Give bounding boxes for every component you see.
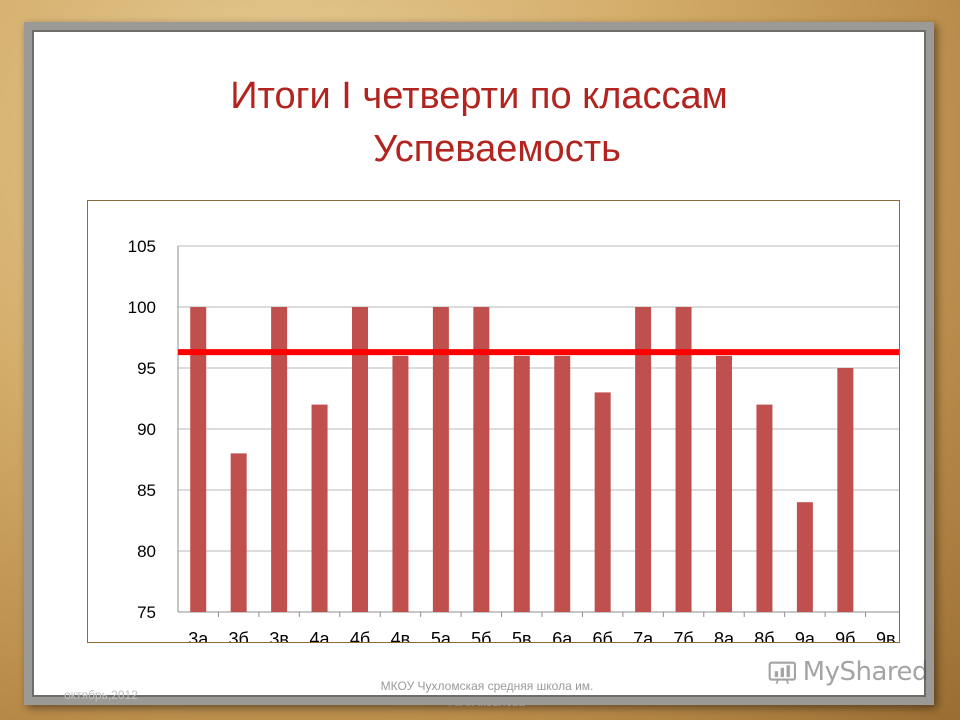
y-tick-label: 90 (137, 420, 156, 439)
bar (190, 307, 207, 612)
chart-area: 75 80 85 90 95 100 105 3а 3б 3в 4а 4б 4в 5а 5б 5в 6а 6б 7а… (87, 200, 900, 643)
watermark: MyShared (768, 654, 929, 690)
x-tick-label: 4а (310, 629, 331, 642)
share-logo-icon (768, 661, 797, 685)
bar (311, 404, 328, 612)
x-tick-label: 3а (188, 629, 209, 642)
title-line-2: Успеваемость (373, 128, 621, 171)
footer-school: МКОУ Чухломская средняя школа им. А.А.Як… (332, 678, 642, 710)
bar (230, 453, 247, 612)
y-tick-label: 100 (128, 298, 156, 317)
slide-title: Итоги I четверти по классам Успеваемость (32, 70, 926, 176)
x-tick-label: 4в (391, 629, 411, 642)
x-tick-label: 7б (673, 629, 693, 642)
x-tick-label: 3в (269, 629, 289, 642)
x-tick-label: 5в (512, 629, 532, 642)
y-tick-label: 95 (137, 359, 156, 378)
bar (594, 392, 611, 612)
y-tick-label: 80 (137, 542, 156, 561)
watermark-text: MyShared (802, 657, 929, 687)
x-tick-label: 7а (633, 629, 654, 642)
bar (392, 355, 409, 612)
bar (756, 404, 773, 612)
footer-school-line-2: А.А.Яковлева (448, 695, 526, 710)
bar (716, 355, 732, 612)
bar (271, 307, 288, 612)
bar (513, 355, 530, 612)
bar-chart: 75 80 85 90 95 100 105 3а 3б 3в 4а 4б 4в 5а 5б 5в 6а 6б 7а… (128, 237, 899, 642)
x-tick-label: 8а (714, 629, 735, 642)
footer-date: октябрь,2012 (64, 688, 138, 702)
title-line-1: Итоги I четверти по классам (230, 75, 728, 117)
x-tick-label: 6б (593, 629, 613, 642)
x-tick-label: 6а (552, 629, 573, 642)
y-tick-label: 85 (137, 481, 156, 500)
bar (352, 307, 368, 612)
bar (473, 307, 490, 612)
y-tick-label: 75 (137, 603, 156, 622)
bar (432, 307, 449, 612)
x-tick-label: 9а (795, 629, 816, 642)
x-tick-label: 5б (471, 629, 491, 642)
x-tick-label: 3б (229, 629, 249, 642)
x-tick-label: 9в (876, 629, 896, 642)
bar (554, 355, 571, 612)
footer-school-line-1: МКОУ Чухломская средняя школа им. (380, 679, 594, 693)
x-tick-label: 5а (431, 629, 452, 642)
bar (675, 307, 692, 612)
bar (796, 502, 813, 612)
bar (837, 368, 854, 612)
y-tick-label: 105 (128, 237, 156, 256)
x-tick-label: 9б (835, 629, 855, 642)
x-tick-label: 8б (754, 629, 774, 642)
bar (635, 307, 652, 612)
x-tick-label: 4б (350, 629, 370, 642)
slide: Итоги I четверти по классам Успеваемость… (24, 22, 934, 709)
